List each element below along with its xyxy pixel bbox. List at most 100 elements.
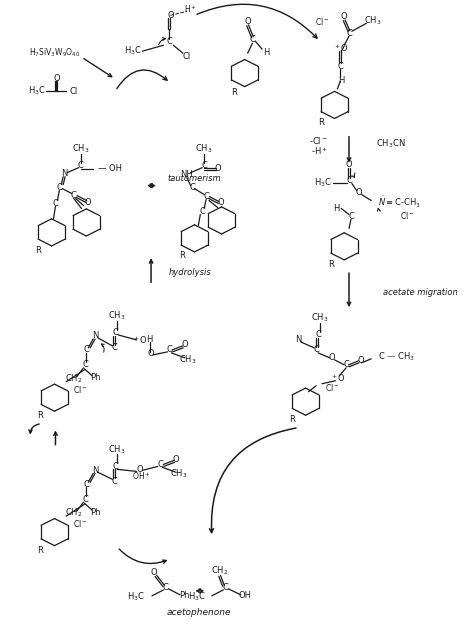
Text: Cl$^-$: Cl$^-$ (325, 383, 340, 393)
Text: O: O (148, 349, 155, 358)
Text: Cl: Cl (70, 86, 78, 95)
Text: $^+$O: $^+$O (333, 43, 349, 54)
Text: C: C (166, 37, 173, 46)
Text: H$_3$C: H$_3$C (188, 591, 206, 603)
Text: O: O (173, 455, 180, 464)
Text: N: N (92, 332, 98, 341)
Text: H$_3$C: H$_3$C (314, 176, 332, 189)
Text: H$_3$C: H$_3$C (128, 591, 145, 603)
Text: O: O (356, 188, 362, 197)
Text: C: C (83, 480, 89, 489)
Text: O: O (217, 198, 224, 207)
Text: C: C (111, 343, 117, 352)
Text: Ph: Ph (180, 591, 190, 600)
Text: CH$_3$CN: CH$_3$CN (376, 138, 406, 150)
Text: N: N (61, 169, 67, 178)
Text: C: C (82, 495, 88, 504)
Text: O: O (346, 160, 352, 169)
Text: O: O (357, 356, 364, 365)
Text: C: C (163, 583, 168, 592)
Text: O: O (214, 164, 221, 173)
Text: H: H (263, 48, 269, 57)
Text: -Cl$^-$: -Cl$^-$ (309, 135, 328, 146)
Text: C: C (343, 360, 349, 369)
Text: C: C (203, 192, 209, 201)
Text: H$^+$: H$^+$ (184, 3, 197, 15)
Text: H: H (333, 204, 339, 213)
Text: tautomerism: tautomerism (168, 174, 221, 183)
Text: C — CH$_3$: C — CH$_3$ (378, 350, 415, 363)
Text: Cl$^-$: Cl$^-$ (315, 16, 329, 27)
Text: H: H (338, 75, 345, 84)
Text: NH: NH (181, 170, 193, 179)
Text: — OH: — OH (98, 164, 122, 173)
Text: C: C (313, 345, 319, 354)
Text: CH$_2$: CH$_2$ (211, 565, 228, 577)
Text: C: C (112, 328, 118, 337)
Text: C: C (53, 199, 58, 208)
Text: Ph: Ph (90, 507, 100, 516)
Text: O: O (182, 341, 188, 350)
Text: OH$^+$: OH$^+$ (132, 471, 151, 482)
Text: $^+$O: $^+$O (329, 372, 345, 384)
Text: CH$_3$: CH$_3$ (109, 310, 126, 322)
Text: OH: OH (238, 591, 251, 600)
Text: O: O (244, 17, 251, 26)
Text: C: C (346, 176, 352, 185)
Text: R: R (289, 415, 295, 424)
Text: O: O (167, 11, 173, 20)
Text: C: C (82, 360, 88, 369)
Text: C: C (83, 345, 89, 354)
Text: N: N (295, 336, 301, 345)
Text: R: R (231, 88, 237, 97)
Text: $^+$O: $^+$O (132, 334, 147, 346)
Text: R: R (179, 251, 185, 260)
Text: C: C (346, 29, 352, 38)
Text: CH$_3$: CH$_3$ (179, 354, 197, 366)
Text: N: N (92, 466, 98, 475)
Text: C: C (166, 345, 173, 354)
Text: Cl: Cl (182, 52, 191, 61)
Text: Cl$^-$: Cl$^-$ (73, 384, 88, 395)
Text: H$_3$C: H$_3$C (28, 85, 46, 97)
Text: H$_3$C: H$_3$C (124, 45, 141, 57)
Text: C: C (249, 35, 255, 44)
Text: O: O (341, 12, 347, 21)
Text: O: O (328, 354, 335, 363)
Text: CH$_3$: CH$_3$ (170, 467, 188, 480)
Text: C: C (348, 212, 354, 221)
Text: O: O (85, 198, 91, 207)
Text: R: R (35, 246, 41, 255)
Text: R: R (37, 545, 43, 554)
Text: Ph: Ph (90, 374, 100, 383)
Text: C: C (112, 462, 118, 471)
Text: R: R (37, 411, 43, 420)
Text: CH$_3$: CH$_3$ (195, 142, 213, 155)
Text: CH$_2$: CH$_2$ (65, 507, 82, 520)
Text: H: H (146, 336, 152, 345)
Text: CH$_3$: CH$_3$ (311, 312, 329, 325)
Text: acetate migration: acetate migration (383, 288, 457, 297)
Text: C: C (71, 191, 77, 200)
Text: acetophenone: acetophenone (167, 608, 232, 617)
Text: O: O (53, 73, 60, 82)
Text: -H$^+$: -H$^+$ (311, 145, 328, 156)
Text: H$_7$SiV$_3$W$_9$O$_{40}$: H$_7$SiV$_3$W$_9$O$_{40}$ (29, 47, 80, 59)
Text: C: C (78, 161, 83, 170)
Text: C: C (337, 62, 343, 71)
Text: C: C (111, 477, 117, 486)
Text: C: C (201, 161, 207, 170)
Text: R: R (328, 260, 334, 269)
Text: C: C (158, 460, 164, 469)
Text: CH$_3$: CH$_3$ (365, 14, 382, 26)
Text: Cl$^-$: Cl$^-$ (73, 518, 88, 529)
Text: C: C (315, 330, 321, 339)
Text: CH$_3$: CH$_3$ (72, 142, 89, 155)
Text: C: C (56, 183, 62, 192)
Text: C: C (199, 207, 205, 216)
Text: R: R (318, 118, 324, 128)
Text: CH$_3$: CH$_3$ (109, 443, 126, 456)
Text: Cl$^-$: Cl$^-$ (400, 210, 414, 221)
Text: O: O (136, 465, 143, 474)
Text: C: C (190, 183, 195, 192)
